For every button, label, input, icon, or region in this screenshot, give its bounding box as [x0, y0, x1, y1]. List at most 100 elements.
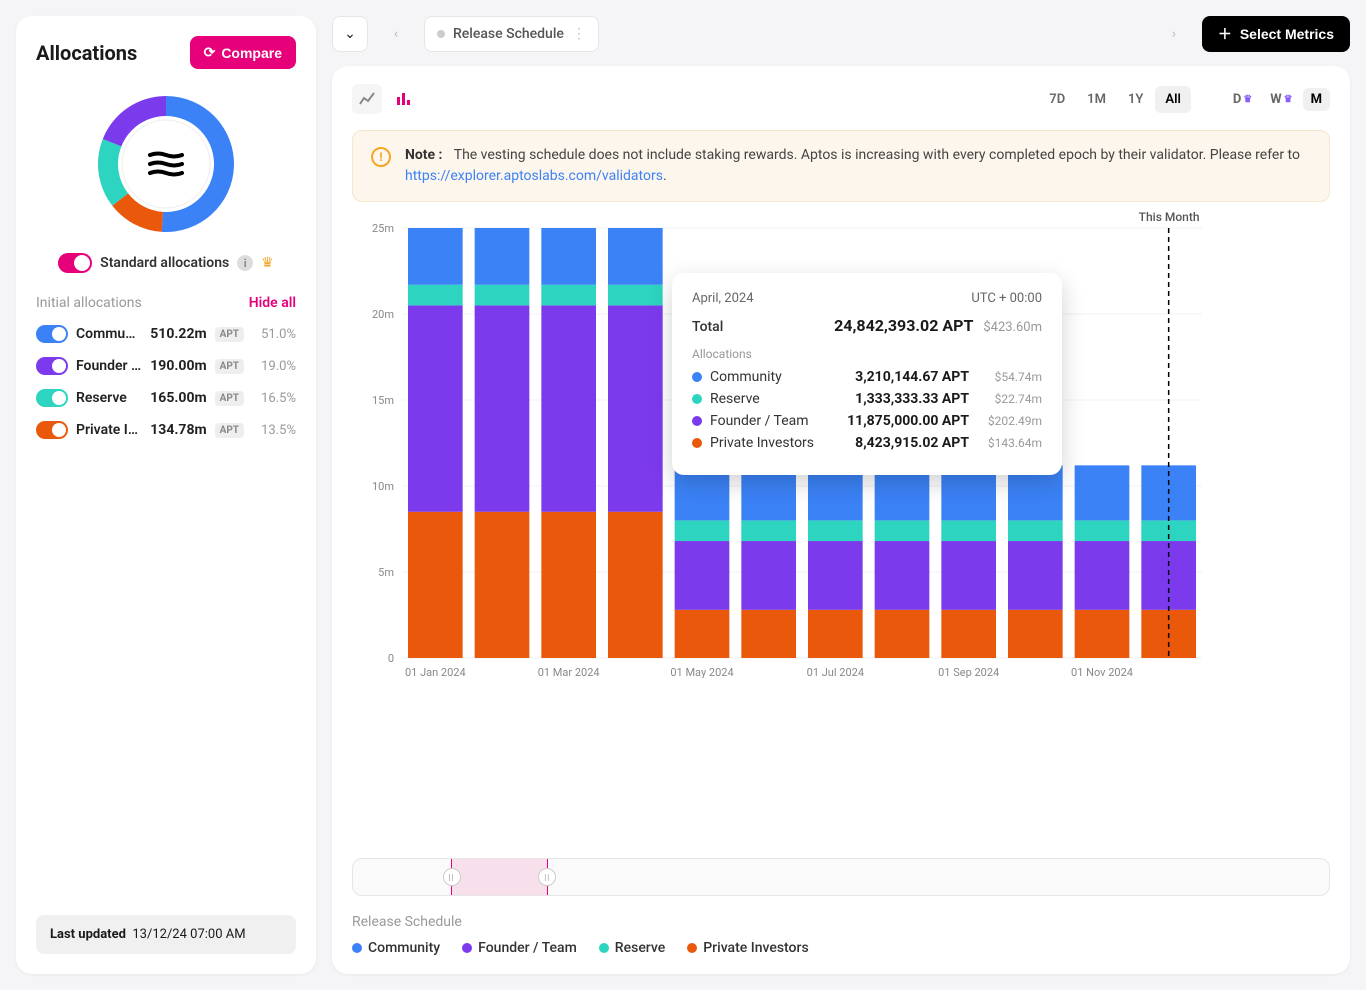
allocation-name: Community [76, 326, 142, 342]
donut-chart [36, 89, 296, 239]
legend-dot-icon [599, 943, 609, 953]
granularity-D[interactable]: D♛ [1225, 88, 1260, 111]
tooltip-total-label: Total [692, 319, 723, 335]
svg-text:15m: 15m [372, 394, 394, 407]
plus-icon: ＋ [1218, 24, 1232, 44]
svg-text:10m: 10m [372, 480, 394, 493]
range-1Y[interactable]: 1Y [1118, 86, 1153, 113]
allocation-name: Founder / Te… [76, 358, 142, 374]
granularity-selector: D♛W♛M [1225, 88, 1330, 111]
standard-allocations-toggle[interactable] [58, 253, 92, 273]
sidebar: Allocations ⟳ Compare Standard allocatio… [16, 16, 316, 974]
range-All[interactable]: All [1155, 86, 1190, 113]
apt-badge: APT [215, 359, 244, 374]
tooltip-dot-icon [692, 438, 702, 448]
allocation-row: Community 510.22m APT 51.0% [36, 325, 296, 343]
compare-icon: ⟳ [204, 44, 216, 61]
tooltip-row: Community 3,210,144.67 APT $54.74m [692, 369, 1042, 385]
legend-title: Release Schedule [352, 914, 1330, 930]
svg-text:25m: 25m [372, 222, 394, 235]
legend: Community Founder / Team Reserve Private In… [352, 940, 1330, 956]
allocation-value: 165.00m [150, 390, 206, 406]
tooltip-tz: UTC + 00:00 [971, 291, 1042, 306]
allocation-row: Private Inve… 134.78m APT 13.5% [36, 421, 296, 439]
note-text: The vesting schedule does not include st… [454, 147, 1300, 163]
apt-badge: APT [215, 327, 244, 342]
legend-item[interactable]: Reserve [599, 940, 665, 956]
initial-allocations-title: Initial allocations [36, 295, 142, 311]
svg-text:01 May 2024: 01 May 2024 [670, 666, 733, 678]
line-chart-icon[interactable] [352, 84, 382, 114]
tooltip-total-usd: $423.60m [983, 320, 1042, 335]
granularity-M[interactable]: M [1303, 88, 1330, 111]
breadcrumb[interactable]: Release Schedule ⋮ [424, 16, 599, 52]
range-1M[interactable]: 1M [1077, 86, 1116, 113]
compare-button[interactable]: ⟳ Compare [190, 36, 296, 69]
bar-chart-icon[interactable] [388, 84, 418, 114]
chart-card: 7D1M1YAll D♛W♛M ! Note : The vesting sch… [332, 66, 1350, 974]
svg-text:01 Sep 2024: 01 Sep 2024 [938, 666, 999, 678]
prev-button[interactable]: ‹ [378, 16, 414, 52]
allocation-row: Reserve 165.00m APT 16.5% [36, 389, 296, 407]
tooltip-row: Reserve 1,333,333.33 APT $22.74m [692, 391, 1042, 407]
legend-item[interactable]: Community [352, 940, 440, 956]
svg-text:20m: 20m [372, 308, 394, 321]
breadcrumb-dot-icon [437, 30, 445, 38]
allocation-toggle[interactable] [36, 389, 68, 407]
allocation-pct: 13.5% [252, 423, 296, 438]
tooltip-dot-icon [692, 394, 702, 404]
main: ⌄ ‹ Release Schedule ⋮ › ＋ Select Metric… [332, 16, 1350, 974]
chart-tooltip: April, 2024 UTC + 00:00 Total 24,842,393… [672, 273, 1062, 475]
allocation-toggle[interactable] [36, 421, 68, 439]
legend-item[interactable]: Private Investors [687, 940, 808, 956]
compare-label: Compare [221, 45, 282, 61]
warning-icon: ! [371, 147, 391, 167]
allocation-toggle[interactable] [36, 325, 68, 343]
this-month-label: This Month [1139, 210, 1200, 224]
apt-badge: APT [215, 391, 244, 406]
info-icon[interactable]: i [237, 255, 253, 271]
svg-text:01 Nov 2024: 01 Nov 2024 [1071, 666, 1133, 678]
tooltip-sub: Allocations [692, 347, 1042, 361]
granularity-W[interactable]: W♛ [1262, 88, 1300, 111]
hide-all-button[interactable]: Hide all [249, 295, 296, 311]
svg-text:0: 0 [388, 652, 394, 665]
tooltip-month: April, 2024 [692, 291, 754, 306]
crown-icon: ♛ [1284, 94, 1293, 105]
note-label: Note : [405, 147, 443, 163]
last-updated: Last updated 13/12/24 07:00 AM [36, 915, 296, 954]
allocation-row: Founder / Te… 190.00m APT 19.0% [36, 357, 296, 375]
tooltip-row: Private Investors 8,423,915.02 APT $143.… [692, 435, 1042, 451]
tooltip-dot-icon [692, 372, 702, 382]
brush-handle-right[interactable]: || [538, 868, 556, 886]
svg-text:01 Jan 2024: 01 Jan 2024 [405, 666, 466, 678]
allocation-pct: 51.0% [252, 327, 296, 342]
svg-text:01 Jul 2024: 01 Jul 2024 [807, 666, 864, 678]
select-metrics-button[interactable]: ＋ Select Metrics [1202, 16, 1350, 52]
chart-area: 05m10m15m20m25m01 Jan 202401 Mar 202401 … [352, 218, 1330, 848]
next-button[interactable]: › [1156, 16, 1192, 52]
tooltip-dot-icon [692, 416, 702, 426]
range-7D[interactable]: 7D [1039, 86, 1075, 113]
allocation-value: 510.22m [150, 326, 206, 342]
allocation-value: 134.78m [150, 422, 206, 438]
time-brush[interactable]: || || [352, 858, 1330, 896]
legend-dot-icon [687, 943, 697, 953]
allocation-toggle[interactable] [36, 357, 68, 375]
legend-dot-icon [352, 943, 362, 953]
dropdown-button[interactable]: ⌄ [332, 16, 368, 52]
range-selector: 7D1M1YAll [1039, 86, 1191, 113]
standard-allocations-label: Standard allocations [100, 255, 229, 271]
allocation-pct: 16.5% [252, 391, 296, 406]
tooltip-row: Founder / Team 11,875,000.00 APT $202.49… [692, 413, 1042, 429]
legend-item[interactable]: Founder / Team [462, 940, 577, 956]
chevron-down-icon: ⌄ [344, 26, 356, 42]
brush-handle-left[interactable]: || [443, 868, 461, 886]
note-box: ! Note : The vesting schedule does not i… [352, 130, 1330, 202]
allocation-name: Private Inve… [76, 422, 142, 438]
crown-icon: ♛ [261, 255, 274, 271]
allocation-list: Community 510.22m APT 51.0% Founder / Te… [36, 325, 296, 453]
sidebar-title: Allocations [36, 41, 137, 65]
note-link[interactable]: https://explorer.aptoslabs.com/validator… [405, 168, 663, 184]
apt-badge: APT [215, 423, 244, 438]
